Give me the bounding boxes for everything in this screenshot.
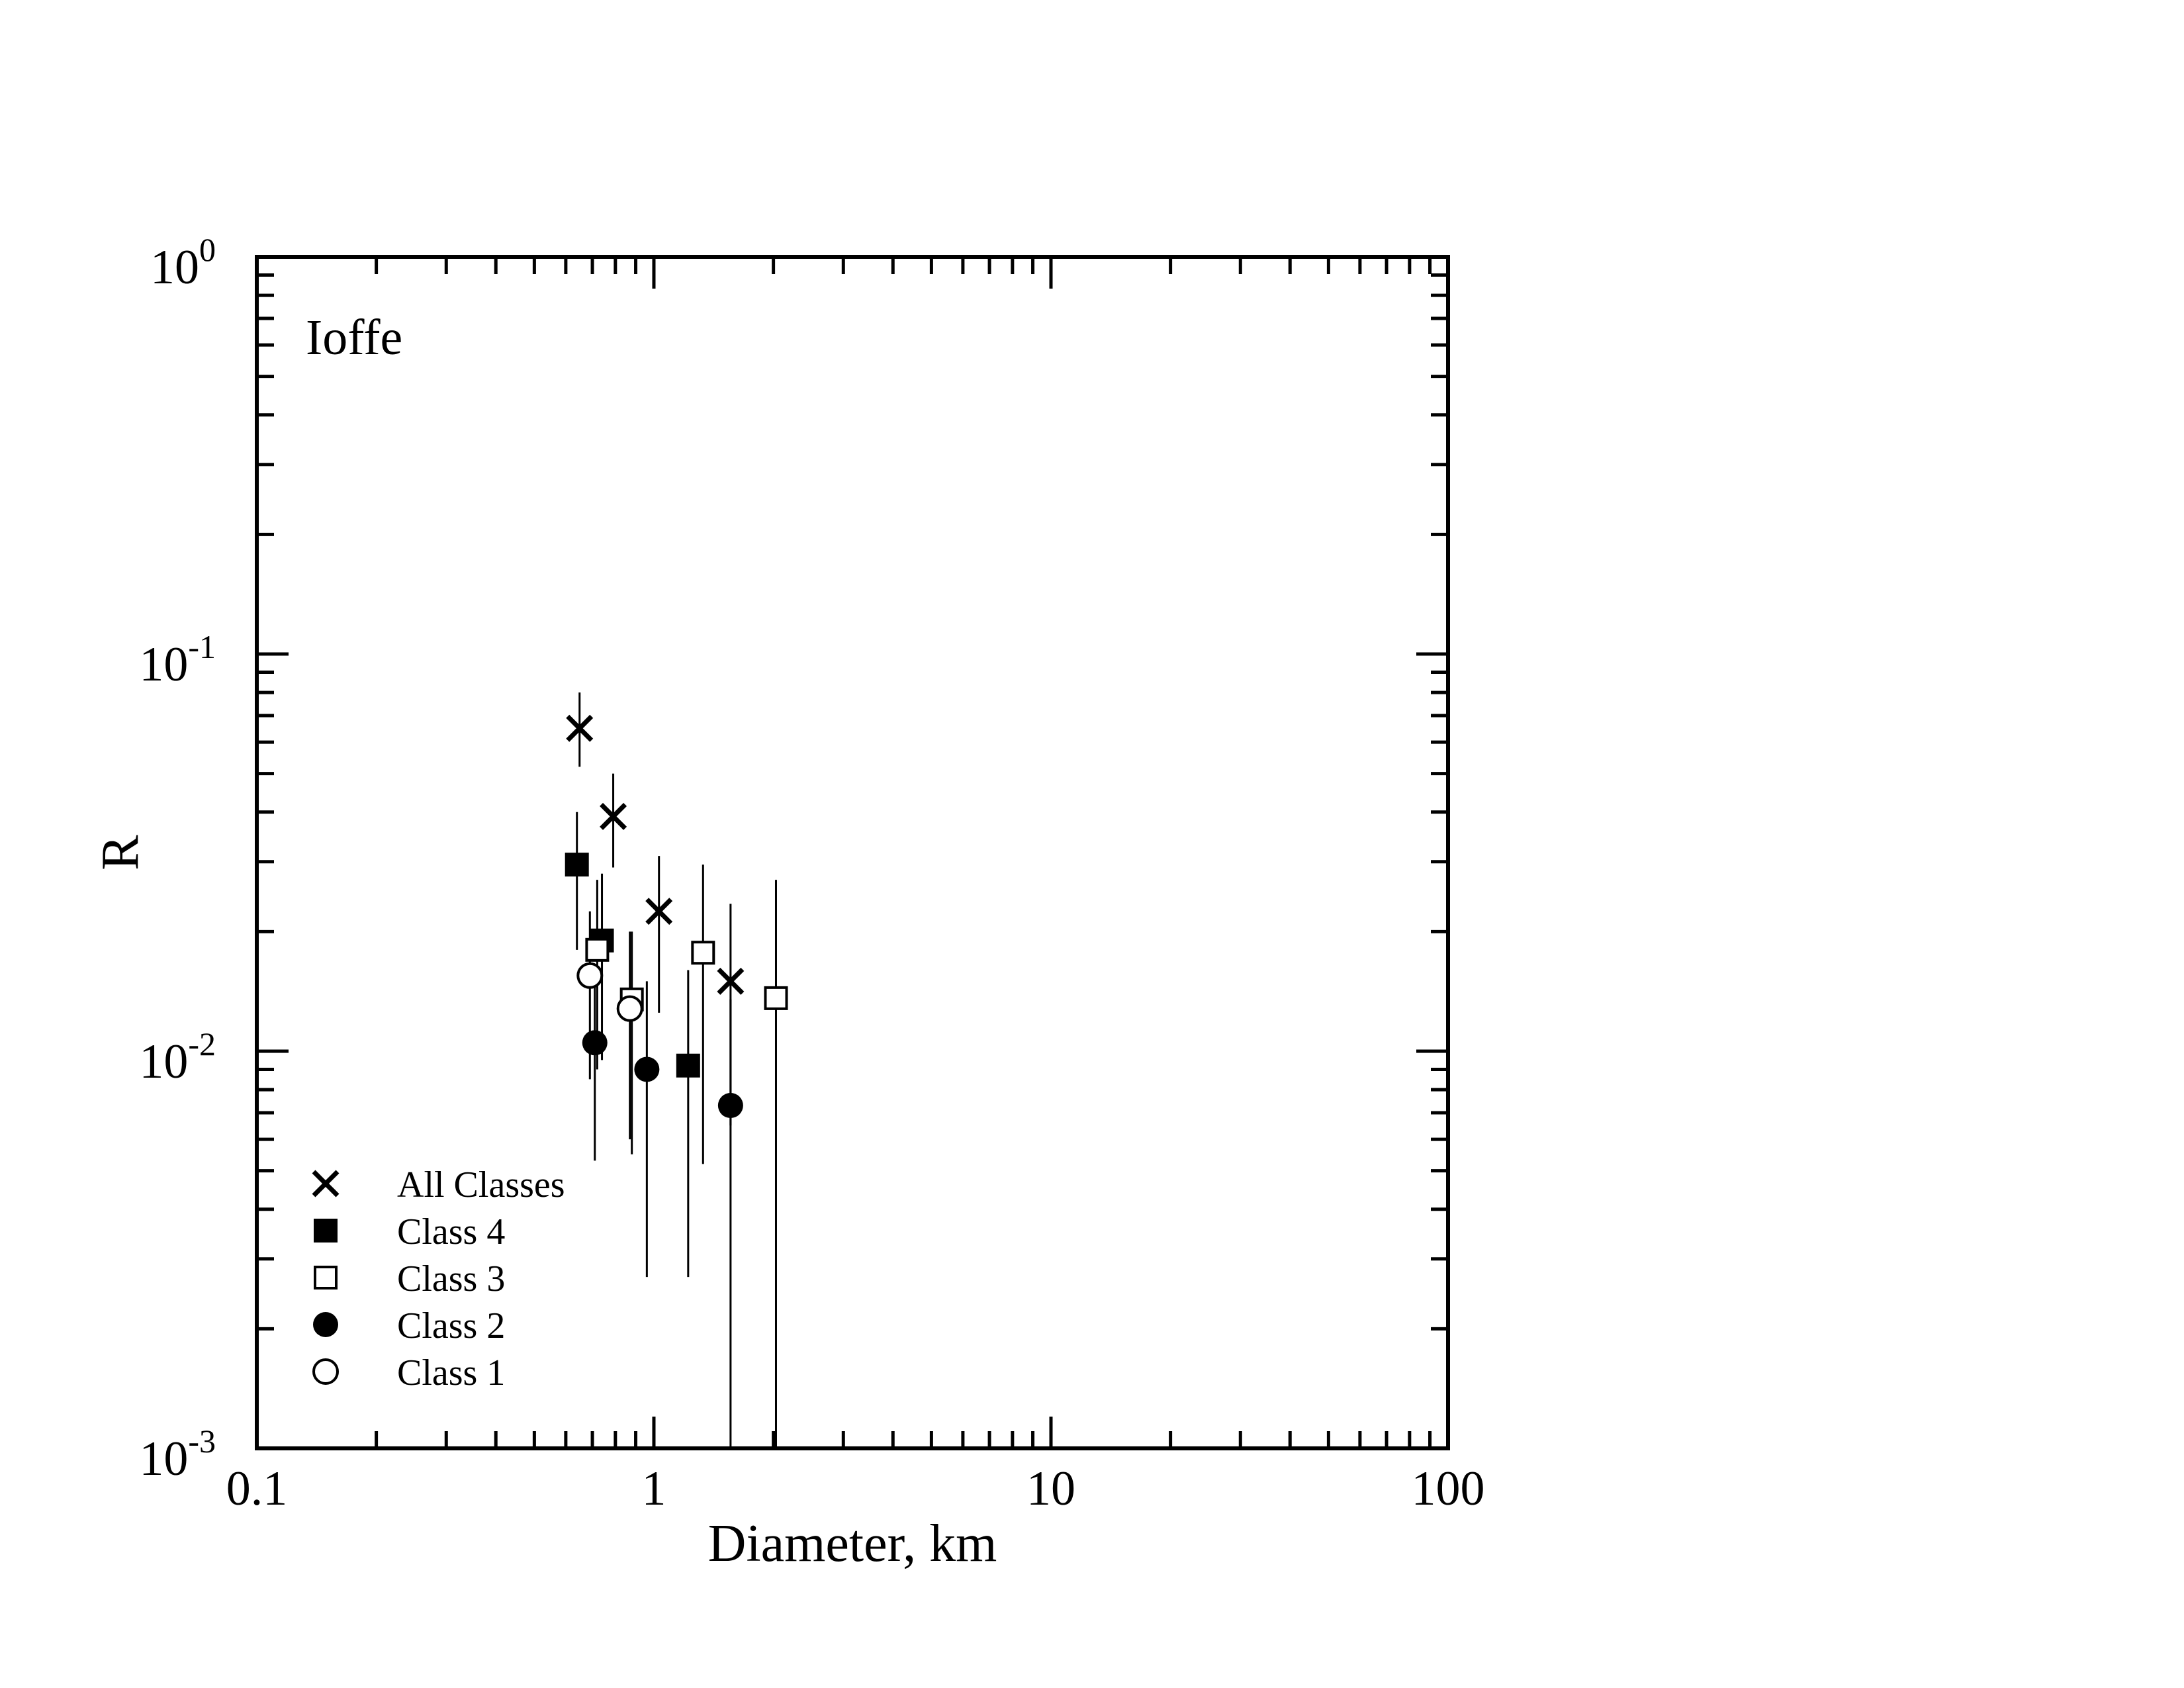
data-point-x [645, 898, 673, 925]
data-point-filled-square [565, 853, 589, 877]
legend-item: Class 3 [314, 1258, 505, 1299]
x-tick-label: 0.1 [226, 1462, 288, 1516]
x-tick-label: 100 [1412, 1462, 1485, 1516]
legend-label: Class 4 [397, 1211, 505, 1252]
y-tick-label: 10-2 [139, 1025, 216, 1089]
legend-marker [314, 1219, 338, 1243]
axis-ticks [255, 255, 1450, 1450]
data-point-x [566, 714, 594, 742]
legend-marker [313, 1312, 338, 1337]
legend-marker [312, 1358, 339, 1385]
x-tick-label: 10 [1026, 1462, 1075, 1516]
legend-item: Class 1 [312, 1352, 505, 1393]
x-tick-labels: 0.1 1 10 100 [226, 1462, 1485, 1516]
legend-item: All Classes [312, 1164, 565, 1205]
data-point-filled-circle [634, 1056, 660, 1082]
data-points [565, 714, 788, 1119]
data-point-filled-square [676, 1053, 700, 1078]
data-point-open-square [691, 941, 715, 965]
plot-frame [255, 255, 1450, 1450]
data-point-x [600, 802, 627, 830]
y-tick-labels: 10-3 10-2 10-1 100 [139, 231, 216, 1486]
data-point-filled-circle [717, 1093, 743, 1119]
legend-marker [312, 1170, 340, 1197]
x-tick-label: 1 [642, 1462, 666, 1516]
y-tick-label: 10-3 [139, 1423, 216, 1486]
data-point-filled-circle [582, 1030, 608, 1056]
data-point-x [717, 967, 745, 995]
legend: All Classes Class 4 Class 3 Class 2 Class 1 [312, 1164, 565, 1393]
error-bars [576, 692, 777, 1448]
plot-annotation: Ioffe [306, 310, 402, 365]
legend-label: Class 3 [397, 1258, 505, 1299]
legend-label: Class 1 [397, 1352, 505, 1393]
y-axis-title: R [91, 835, 150, 870]
legend-item: Class 2 [313, 1305, 505, 1346]
y-tick-label: 10-1 [139, 628, 216, 692]
x-axis-title: Diameter, km [708, 1515, 997, 1573]
legend-label: Class 2 [397, 1305, 505, 1346]
data-point-open-circle [616, 995, 643, 1022]
data-point-open-circle [576, 962, 604, 989]
data-point-open-square [764, 986, 788, 1010]
legend-item: Class 4 [314, 1211, 505, 1252]
y-tick-label: 100 [150, 231, 216, 295]
data-point-open-square [585, 937, 610, 962]
legend-label: All Classes [397, 1164, 565, 1205]
legend-marker [314, 1266, 338, 1289]
